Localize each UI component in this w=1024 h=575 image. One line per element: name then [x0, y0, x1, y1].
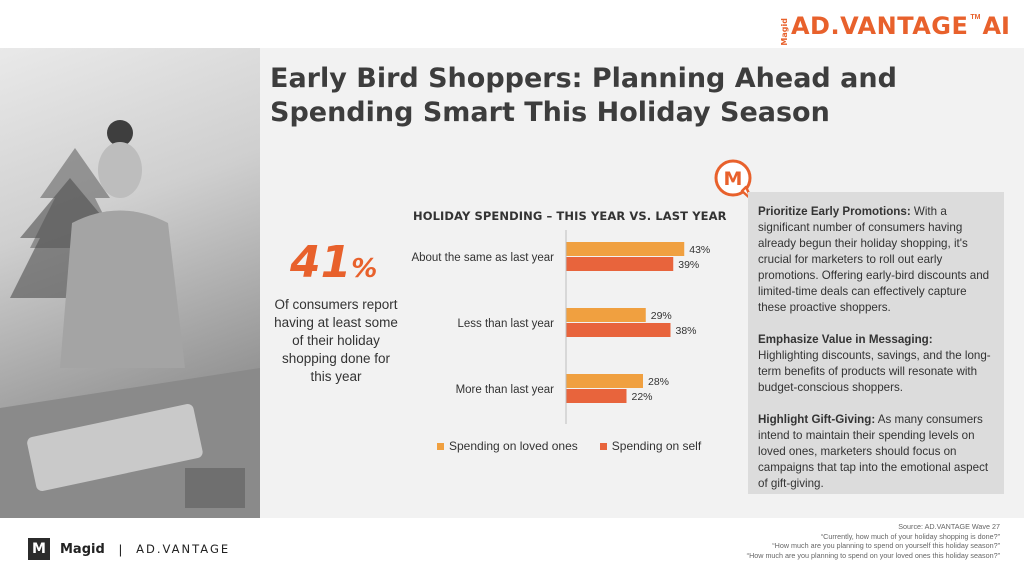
insights-panel: Prioritize Early Promotions: With a sign… — [748, 192, 1004, 494]
page-title: Early Bird Shoppers: Planning Ahead and … — [270, 63, 897, 128]
logo-advantage-text: AD.VANTAGE — [790, 12, 969, 40]
insight-body: With a significant number of consumers h… — [758, 205, 990, 314]
legend-label-loved-ones: Spending on loved ones — [449, 439, 578, 453]
logo-tm-mark: TM — [970, 14, 981, 21]
source-notes: Source: AD.VANTAGE Wave 27 “Currently, h… — [747, 522, 1000, 560]
legend-label-self: Spending on self — [611, 439, 702, 453]
chart-title: HOLIDAY SPENDING – THIS YEAR VS. LAST YE… — [413, 209, 727, 223]
source-line: Source: AD.VANTAGE Wave 27 — [898, 522, 1000, 531]
data-label: 28% — [648, 376, 669, 388]
footer-separator: | — [118, 541, 123, 557]
magid-m-icon: M — [28, 538, 50, 560]
legend-swatch-loved-ones — [437, 442, 444, 450]
logo-ai-text: AI — [982, 12, 1010, 40]
category-label: More than last year — [456, 384, 555, 396]
category-label: Less than last year — [457, 318, 554, 330]
footer-advantage: AD.VANTAGE — [136, 542, 231, 556]
insight-heading: Prioritize Early Promotions: — [758, 205, 911, 218]
holiday-shopper-photo — [0, 48, 260, 518]
photo-illustration — [0, 120, 260, 518]
bubble-letter: M — [724, 168, 743, 190]
bar-loved-ones — [566, 242, 685, 256]
data-label: 43% — [689, 244, 710, 256]
legend-item-loved-ones: Spending on loved ones — [437, 439, 578, 453]
legend-swatch-self — [599, 442, 607, 450]
source-line: “Currently, how much of your holiday sho… — [820, 531, 1000, 541]
insight-gift-giving: Highlight Gift-Giving: As many consumers… — [758, 412, 992, 492]
data-label: 38% — [676, 325, 697, 337]
footer-magid: Magid — [60, 541, 105, 557]
legend-item-self: Spending on self — [599, 439, 702, 453]
insight-early-promotions: Prioritize Early Promotions: With a sign… — [758, 204, 992, 316]
insight-body: Highlighting discounts, savings, and the… — [758, 349, 991, 394]
stat-percent-sign: % — [351, 254, 378, 284]
insight-heading: Highlight Gift-Giving: — [758, 413, 876, 426]
insight-body: As many consumers intend to maintain the… — [758, 413, 989, 490]
logo-magid-text: Magid — [779, 18, 789, 46]
bar-self — [566, 389, 627, 403]
chart-legend: Spending on loved ones Spending on self — [437, 439, 701, 453]
insight-value-messaging: Emphasize Value in Messaging: Highlighti… — [758, 332, 992, 396]
data-label: 29% — [651, 310, 672, 322]
insight-heading: Emphasize Value in Messaging: — [758, 333, 933, 346]
stat-description: Of consumers report having at least some… — [274, 297, 398, 384]
holiday-spending-chart: About the same as last year 43% 39% Less th… — [411, 230, 710, 424]
data-label: 22% — [632, 391, 653, 403]
footer-logo: M Magid | AD.VANTAGE — [28, 538, 230, 560]
bar-self — [566, 323, 671, 337]
bar-loved-ones — [566, 374, 643, 388]
data-label: 39% — [678, 259, 699, 271]
source-line: “How much are you planning to spend on y… — [746, 550, 1000, 560]
advantage-ai-logo: Magid AD.VANTAGE TM AI — [779, 12, 1010, 46]
bar-loved-ones — [566, 308, 646, 322]
stat-value: 41 — [290, 237, 352, 288]
bar-self — [566, 257, 674, 271]
category-label: About the same as last year — [411, 252, 554, 264]
source-line: “How much are you planning to spend on y… — [772, 541, 1000, 550]
stat-number: 41% — [290, 238, 377, 294]
